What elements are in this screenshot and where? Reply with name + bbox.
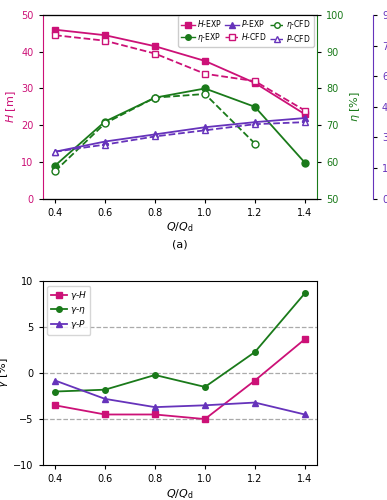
Text: (a): (a) (172, 239, 188, 249)
X-axis label: $Q/Q_\mathrm{d}$: $Q/Q_\mathrm{d}$ (166, 220, 194, 234)
$\gamma$-$P$ (53, 378, 57, 384)
Line: $\gamma$-$H$: $\gamma$-$H$ (52, 336, 308, 422)
$\gamma$-$\eta$ (253, 349, 257, 355)
$\gamma$-$H$ (253, 378, 257, 384)
$\gamma$-$\eta$ (103, 386, 107, 392)
$\gamma$-$H$ (203, 416, 207, 422)
Line: $\gamma$-$\eta$: $\gamma$-$\eta$ (52, 290, 308, 395)
$\gamma$-$\eta$ (152, 372, 157, 378)
Legend: $\gamma$-$H$, $\gamma$-$\eta$, $\gamma$-$P$: $\gamma$-$H$, $\gamma$-$\eta$, $\gamma$-… (47, 286, 91, 335)
$\gamma$-$H$ (103, 412, 107, 418)
$\gamma$-$P$ (152, 404, 157, 410)
$\gamma$-$P$ (103, 396, 107, 402)
$\gamma$-$\eta$ (203, 384, 207, 390)
$\gamma$-$H$ (53, 402, 57, 408)
Y-axis label: $\gamma$ [%]: $\gamma$ [%] (0, 358, 10, 388)
$\gamma$-$\eta$ (53, 388, 57, 394)
Legend: $H$-EXP, $\eta$-EXP, $P$-EXP, $H$-CFD, $\eta$-CFD, $P$-CFD: $H$-EXP, $\eta$-EXP, $P$-EXP, $H$-CFD, $… (178, 15, 313, 47)
$\gamma$-$H$ (152, 412, 157, 418)
Line: $\gamma$-$P$: $\gamma$-$P$ (52, 378, 308, 418)
X-axis label: $Q/Q_\mathrm{d}$: $Q/Q_\mathrm{d}$ (166, 487, 194, 500)
Y-axis label: $H$ [m]: $H$ [m] (5, 90, 19, 123)
$\gamma$-$P$ (203, 402, 207, 408)
Y-axis label: $\eta$ [%]: $\eta$ [%] (348, 92, 361, 122)
$\gamma$-$H$ (303, 336, 307, 342)
$\gamma$-$P$ (303, 412, 307, 418)
$\gamma$-$\eta$ (303, 290, 307, 296)
$\gamma$-$P$ (253, 400, 257, 406)
